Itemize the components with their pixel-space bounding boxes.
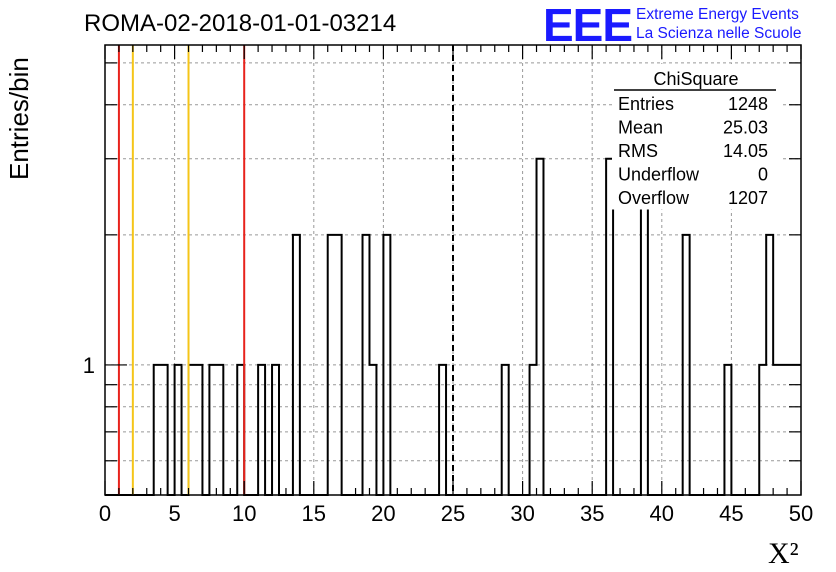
x-tick-label: 40 xyxy=(650,501,674,526)
stats-row-label: RMS xyxy=(618,141,658,161)
x-tick-label: 5 xyxy=(168,501,180,526)
x-tick-label: 30 xyxy=(510,501,534,526)
x-axis-label: X² xyxy=(768,537,799,570)
x-tick-label: 45 xyxy=(719,501,743,526)
stats-row-label: Overflow xyxy=(618,188,690,208)
x-tick-label: 10 xyxy=(232,501,256,526)
eee-logo: EEE xyxy=(543,0,633,51)
stats-row-value: 25.03 xyxy=(723,118,768,138)
run-title: ROMA-02-2018-01-01-03214 xyxy=(84,10,397,37)
logo-subtitle-line1: Extreme Energy Events xyxy=(636,6,799,23)
stats-row-value: 0 xyxy=(758,165,768,185)
histogram-bin xyxy=(537,159,544,495)
stats-row-value: 1248 xyxy=(728,94,768,114)
y-tick-label: 1 xyxy=(83,353,95,378)
x-tick-label: 25 xyxy=(441,501,465,526)
stats-row-label: Mean xyxy=(618,118,663,138)
logo-subtitle-line2: La Scienza nelle Scuole xyxy=(636,25,802,42)
stats-row-value: 1207 xyxy=(728,188,768,208)
x-tick-label: 20 xyxy=(371,501,395,526)
stats-row-label: Entries xyxy=(618,94,674,114)
stats-row-label: Underflow xyxy=(618,165,700,185)
x-tick-label: 0 xyxy=(99,501,111,526)
stats-box xyxy=(612,64,780,210)
stats-row-value: 14.05 xyxy=(723,141,768,161)
x-tick-label: 50 xyxy=(789,501,813,526)
x-tick-label: 15 xyxy=(302,501,326,526)
stats-title: ChiSquare xyxy=(653,69,738,89)
x-tick-label: 35 xyxy=(580,501,604,526)
